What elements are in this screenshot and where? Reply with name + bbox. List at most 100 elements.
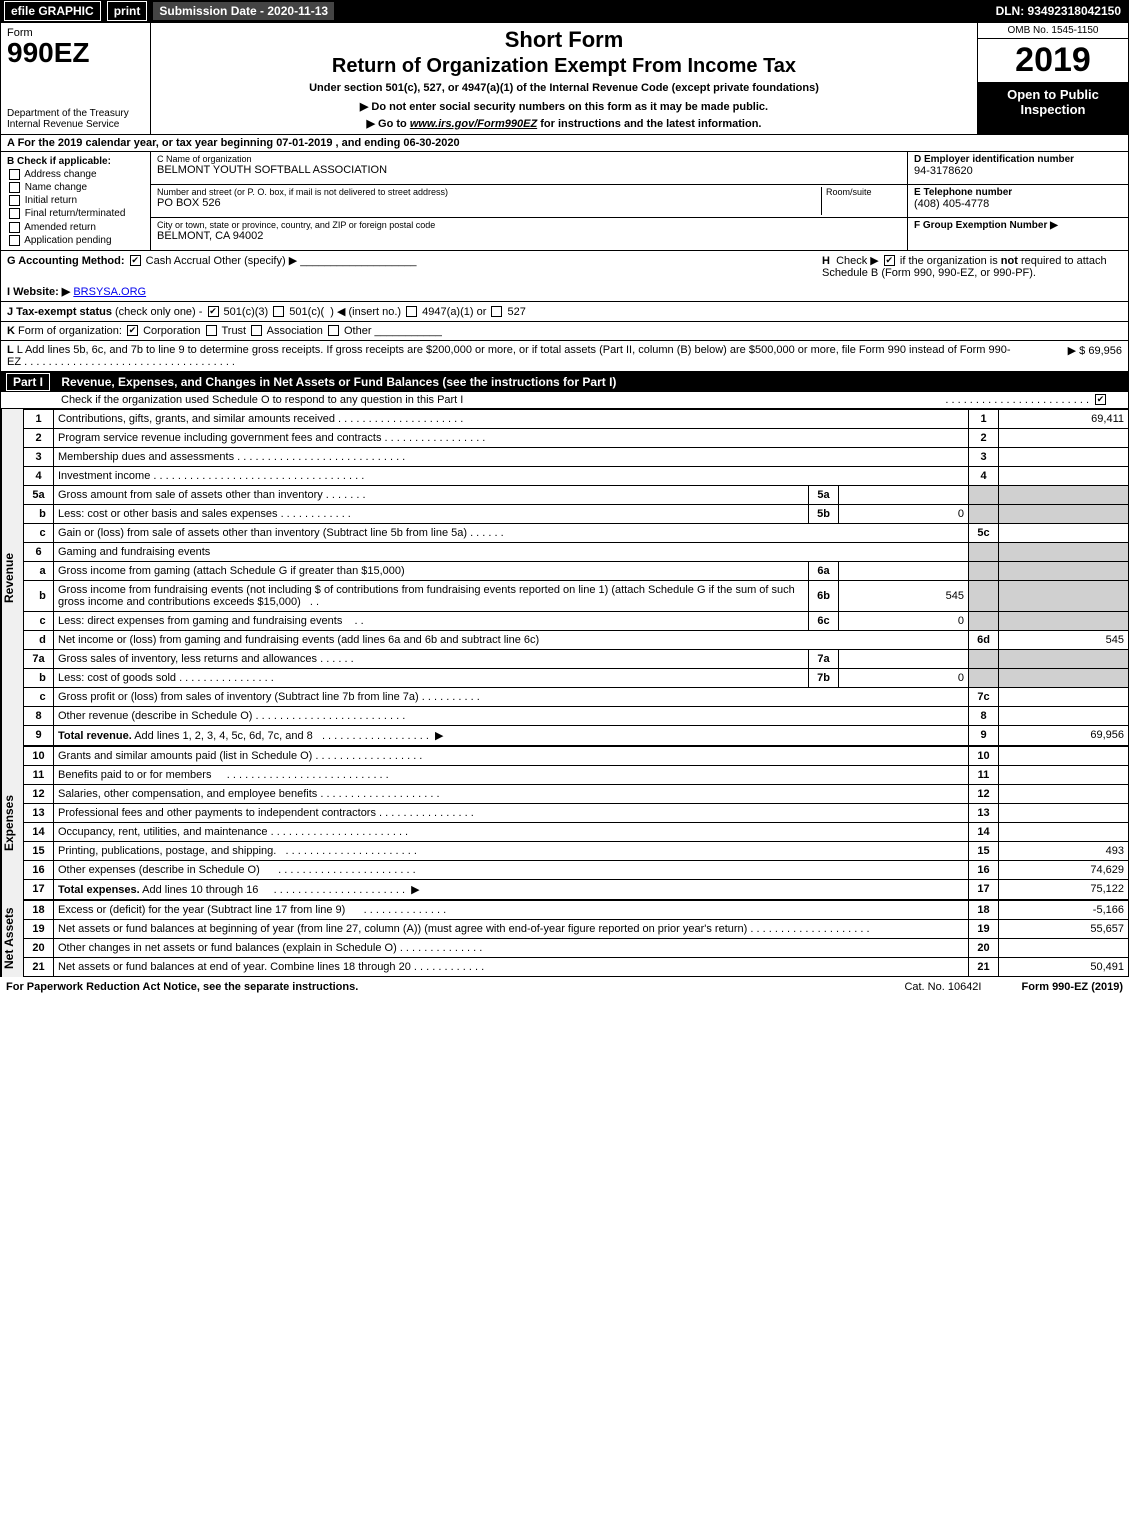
revenue-section: Revenue 1Contributions, gifts, grants, a… [0,409,1129,746]
org-name-label: C Name of organization [157,154,901,164]
line-14-value [999,822,1129,841]
goto-line: ▶ Go to www.irs.gov/Form990EZ for instru… [159,117,969,130]
line-7c-value [999,687,1129,706]
city-state-zip: BELMONT, CA 94002 [157,230,901,242]
row-k: K Form of organization: Corporation Trus… [7,325,1122,337]
dln-label: DLN: 93492318042150 [996,4,1125,18]
amended-return-checkbox[interactable] [9,222,20,233]
open-to-public: Open to Public Inspection [978,83,1128,134]
omb-number: OMB No. 1545-1150 [978,23,1128,39]
row-a-tax-year: A For the 2019 calendar year, or tax yea… [0,135,1129,152]
page-footer: For Paperwork Reduction Act Notice, see … [0,977,1129,997]
form-title-1: Short Form [159,27,969,53]
expenses-side-label: Expenses [1,746,23,900]
accounting-cash-checkbox[interactable] [130,255,141,266]
department-label: Department of the Treasury Internal Reve… [7,108,144,130]
room-suite-label: Room/suite [826,187,901,197]
accounting-options: Cash Accrual Other (specify) ▶ [146,255,298,267]
expenses-table: 10Grants and similar amounts paid (list … [23,746,1129,900]
501c3-checkbox[interactable] [208,306,219,317]
line-18-value: -5,166 [999,900,1129,919]
col-c-org-info: C Name of organization BELMONT YOUTH SOF… [151,152,908,250]
col-d-ids: D Employer identification number 94-3178… [908,152,1128,250]
street-address: PO BOX 526 [157,197,821,209]
ssn-warning: ▶ Do not enter social security numbers o… [159,100,969,113]
row-h: H Check ▶ if the organization is not req… [822,254,1122,279]
line-6b-value: 545 [839,580,969,611]
form-header-center: Short Form Return of Organization Exempt… [151,23,978,134]
line-10-value [999,746,1129,765]
line-6a-value [839,561,969,580]
line-21-value: 50,491 [999,957,1129,976]
application-pending-checkbox[interactable] [9,235,20,246]
form-header-right: OMB No. 1545-1150 2019 Open to Public In… [978,23,1128,134]
association-checkbox[interactable] [251,325,262,336]
schedule-b-checkbox[interactable] [884,255,895,266]
line-5c-value [999,523,1129,542]
final-return-checkbox[interactable] [9,208,20,219]
irs-link[interactable]: www.irs.gov/Form990EZ [410,118,537,130]
line-13-value [999,803,1129,822]
form-subtitle: Under section 501(c), 527, or 4947(a)(1)… [159,82,969,94]
info-grid: B Check if applicable: Address change Na… [0,152,1129,251]
submission-date-button[interactable]: Submission Date - 2020-11-13 [153,2,334,20]
net-assets-side-label: Net Assets [1,900,23,977]
line-16-value: 74,629 [999,860,1129,879]
meta-rows: G Accounting Method: Cash Accrual Other … [0,251,1129,372]
line-17-value: 75,122 [999,879,1129,899]
top-bar: efile GRAPHIC print Submission Date - 20… [0,0,1129,22]
catalog-number: Cat. No. 10642I [904,981,981,993]
address-change-checkbox[interactable] [9,169,20,180]
line-6c-value: 0 [839,611,969,630]
telephone-label: E Telephone number [914,187,1122,198]
tax-year: 2019 [978,39,1128,83]
line-5b-value: 0 [839,504,969,523]
form-number: 990EZ [7,39,144,67]
revenue-table: 1Contributions, gifts, grants, and simil… [23,409,1129,746]
part-i-sub: Check if the organization used Schedule … [0,392,1129,409]
part-i-title: Revenue, Expenses, and Changes in Net As… [61,375,616,389]
line-2-value [999,428,1129,447]
revenue-side-label: Revenue [1,409,23,746]
net-assets-section: Net Assets 18Excess or (deficit) for the… [0,900,1129,977]
org-name: BELMONT YOUTH SOFTBALL ASSOCIATION [157,164,901,176]
ein-value: 94-3178620 [914,165,1122,177]
other-org-checkbox[interactable] [328,325,339,336]
telephone-value: (408) 405-4778 [914,198,1122,210]
4947a1-checkbox[interactable] [406,306,417,317]
part-i-header: Part I Revenue, Expenses, and Changes in… [0,372,1129,392]
line-12-value [999,784,1129,803]
website-link[interactable]: BRSYSA.ORG [73,286,146,298]
group-exemption-label: F Group Exemption Number ▶ [914,220,1122,231]
line-19-value: 55,657 [999,919,1129,938]
line-9-value: 69,956 [999,725,1129,745]
form-header: Form 990EZ Department of the Treasury In… [0,22,1129,135]
line-1-value: 69,411 [999,409,1129,428]
name-change-checkbox[interactable] [9,182,20,193]
line-5a-value [839,485,969,504]
trust-checkbox[interactable] [206,325,217,336]
print-button[interactable]: print [107,1,148,21]
527-checkbox[interactable] [491,306,502,317]
initial-return-checkbox[interactable] [9,195,20,206]
efile-graphic-button[interactable]: efile GRAPHIC [4,1,101,21]
line-7b-value: 0 [839,668,969,687]
line-20-value [999,938,1129,957]
schedule-o-checkbox[interactable] [1095,394,1106,405]
line-8-value [999,706,1129,725]
paperwork-notice: For Paperwork Reduction Act Notice, see … [6,981,864,993]
line-4-value [999,466,1129,485]
line-11-value [999,765,1129,784]
expenses-section: Expenses 10Grants and similar amounts pa… [0,746,1129,900]
part-i-label: Part I [6,373,50,391]
line-3-value [999,447,1129,466]
form-header-left: Form 990EZ Department of the Treasury In… [1,23,151,134]
ein-label: D Employer identification number [914,154,1122,165]
corporation-checkbox[interactable] [127,325,138,336]
form-title-2: Return of Organization Exempt From Incom… [159,55,969,78]
row-l: L L Add lines 5b, 6c, and 7b to line 9 t… [7,344,1022,368]
line-6d-value: 545 [999,630,1129,649]
row-l-value: ▶ $ 69,956 [1022,344,1122,357]
501c-checkbox[interactable] [273,306,284,317]
row-j: J Tax-exempt status (check only one) - 5… [7,305,1122,318]
